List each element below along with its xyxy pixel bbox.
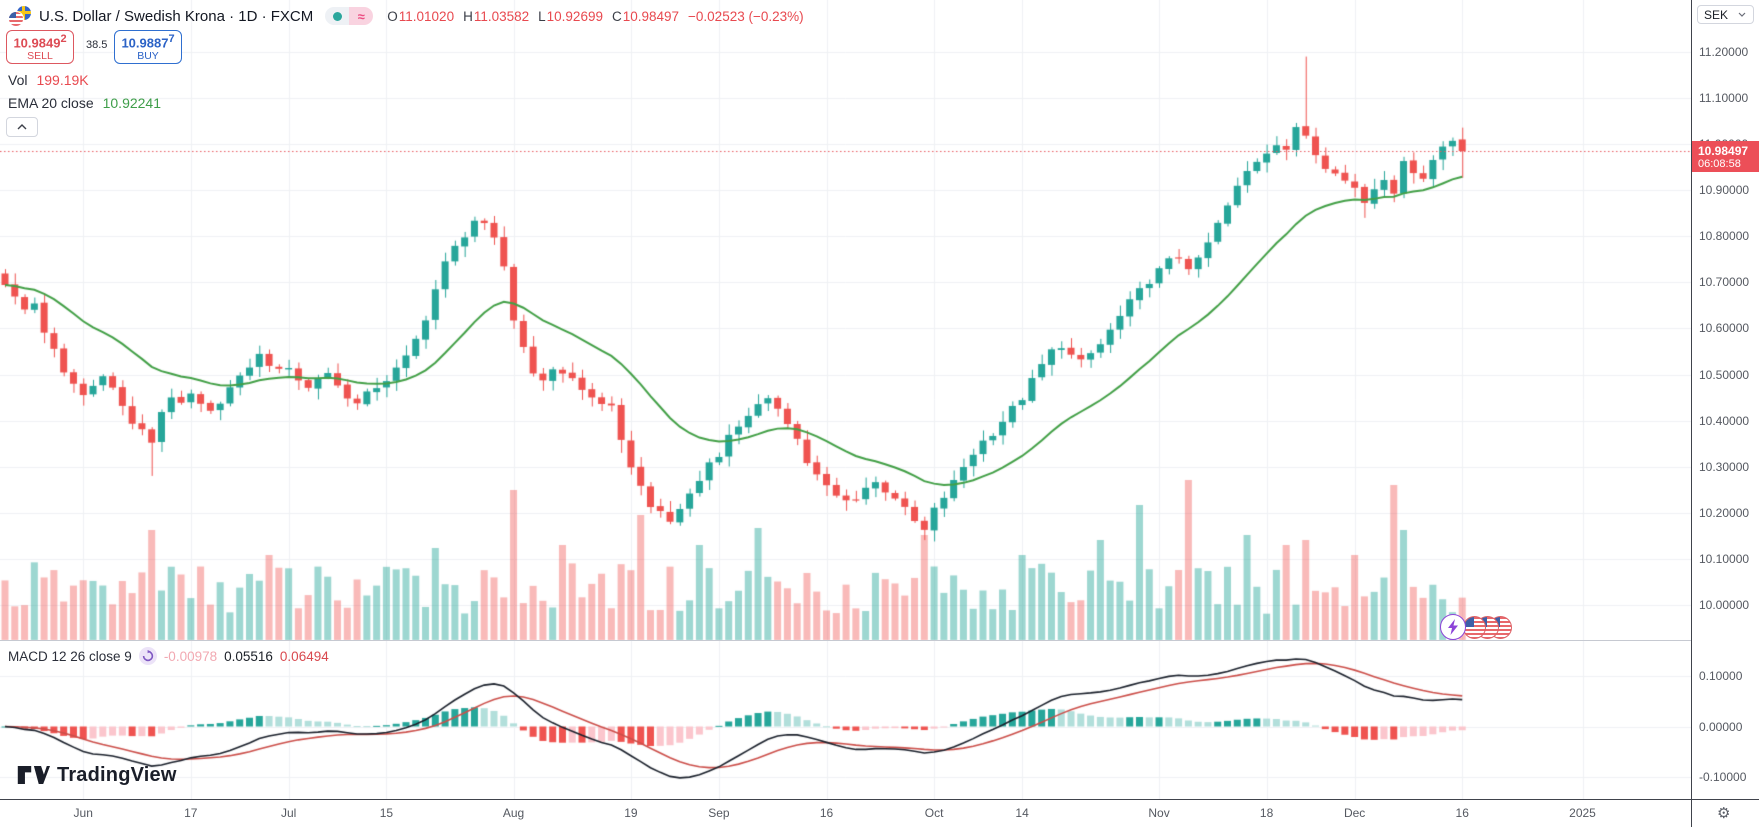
refresh-icon[interactable]	[138, 647, 157, 665]
price-axis-tick: 10.60000	[1699, 321, 1750, 336]
lightning-icon[interactable]	[1440, 614, 1466, 640]
buy-button[interactable]: 10.98877 BUY	[114, 30, 182, 64]
last-price-label: 10.98497 06:08:58	[1691, 141, 1759, 173]
bolt-glyph-icon	[1448, 619, 1458, 635]
symbol-flags-icon	[8, 5, 34, 27]
circular-arrows-icon	[142, 650, 153, 662]
instrument-icons	[1440, 614, 1512, 640]
approx-data-icon[interactable]: ≈	[349, 7, 374, 25]
us-flag-icon	[8, 10, 24, 27]
macd-axis-tick: 0.00000	[1699, 719, 1743, 734]
spread-value: 38.5	[86, 39, 108, 51]
time-axis-border	[0, 799, 1759, 800]
time-axis-label: Dec	[1343, 806, 1366, 820]
time-axis-label: 14	[1015, 806, 1029, 820]
symbol-legend: U.S. Dollar / Swedish Krona · 1D · FXCM …	[8, 5, 804, 27]
time-axis-label: Jul	[280, 806, 297, 820]
axis-settings-gear-icon[interactable]: ⚙	[1717, 805, 1731, 822]
time-axis[interactable]: Jun 17 Jul 15 Aug 19 Sep 16 Oct 14 Nov 18 Dec 16 2025	[0, 800, 1759, 827]
time-axis-label: 16	[1455, 806, 1469, 820]
volume-legend: Vol 199.19K	[8, 72, 89, 88]
market-open-dot-icon	[332, 11, 342, 21]
macd-axis-tick: -0.10000	[1699, 770, 1747, 784]
market-open-indicator[interactable]	[325, 7, 350, 25]
bar-countdown: 06:08:58	[1698, 157, 1741, 170]
price-axis[interactable]: SEK 11.2000011.1000011.0000010.9000010.8…	[1691, 0, 1759, 799]
currency-dropdown[interactable]: SEK	[1697, 5, 1754, 24]
macd-legend: MACD 12 26 close 9 -0.00978 0.05516 0.06…	[8, 647, 329, 665]
us-flag-chip-icon[interactable]	[1463, 615, 1486, 639]
time-axis-label: Aug	[502, 806, 525, 820]
ema-legend: EMA 20 close 10.92241	[8, 95, 162, 111]
time-axis-label: 17	[184, 806, 198, 820]
price-axis-tick: 10.40000	[1699, 413, 1750, 428]
time-axis-label: 2025	[1569, 806, 1596, 820]
time-axis-label: 19	[624, 806, 638, 820]
price-axis-tick: 11.20000	[1699, 44, 1749, 59]
market-status-pill[interactable]: ≈	[325, 7, 374, 25]
time-axis-label: 18	[1259, 806, 1274, 820]
tradingview-glyph-icon	[17, 766, 50, 784]
price-axis-tick: 10.00000	[1699, 597, 1750, 612]
sell-button[interactable]: 10.98492 SELL	[6, 30, 74, 64]
tradingview-logo[interactable]: TradingView	[16, 762, 177, 788]
pane-separator[interactable]	[0, 640, 1759, 641]
time-axis-label: Sep	[708, 806, 730, 820]
price-chart-canvas[interactable]	[0, 0, 1691, 799]
price-axis-tick: 10.10000	[1699, 551, 1750, 566]
chevron-down-icon	[1738, 12, 1746, 17]
macd-axis-tick: 0.10000	[1699, 669, 1743, 683]
price-axis-tick: 10.90000	[1699, 183, 1750, 198]
symbol-title[interactable]: U.S. Dollar / Swedish Krona · 1D · FXCM	[39, 7, 314, 25]
time-axis-label: 16	[819, 806, 834, 820]
price-axis-tick: 10.30000	[1699, 459, 1750, 474]
ohlc-readout: O11.01020 H11.03582 L10.92699 C10.98497	[387, 8, 680, 24]
price-axis-border	[1691, 0, 1692, 827]
price-axis-tick: 10.20000	[1699, 505, 1750, 520]
time-axis-label: Jun	[73, 806, 93, 820]
chevron-up-icon	[17, 124, 27, 130]
legend-collapse-button[interactable]	[6, 117, 38, 137]
price-axis-tick: 10.50000	[1699, 367, 1750, 382]
time-axis-label: 15	[379, 806, 394, 820]
price-axis-tick: 10.80000	[1699, 229, 1750, 244]
price-axis-tick: 11.10000	[1699, 91, 1749, 106]
price-axis-tick: 10.70000	[1699, 275, 1750, 290]
time-axis-label: Oct	[924, 806, 944, 820]
time-axis-label: Nov	[1148, 806, 1170, 820]
price-change: −0.02523 (−0.23%)	[688, 8, 804, 24]
